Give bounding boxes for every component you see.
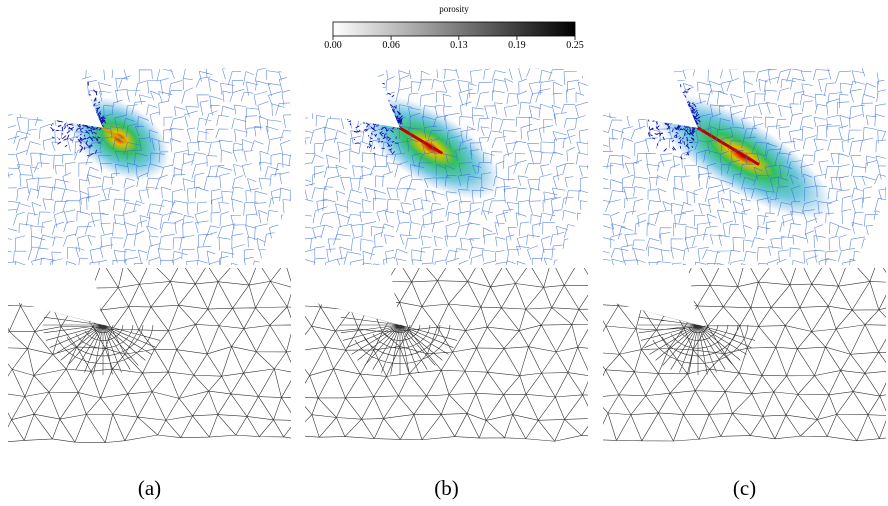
porosity-mesh — [603, 68, 886, 265]
fe-mesh — [603, 268, 886, 442]
porosity-mesh — [305, 68, 588, 265]
fe-mesh — [8, 268, 291, 443]
panels: (a) (b) (c) — [8, 68, 886, 500]
colorbar-ticks: 0.00 0.06 0.13 0.19 0.25 — [324, 36, 584, 51]
mesh-lines — [603, 268, 886, 442]
colorbar-tick-label: 0.13 — [450, 40, 468, 51]
crack — [398, 126, 443, 155]
colorbar-tick-label: 0.25 — [566, 40, 584, 51]
colorbar-title: porosity — [439, 4, 469, 14]
panel-caption: (a) — [138, 476, 161, 500]
colorbar — [332, 21, 576, 37]
mesh-lines — [8, 268, 291, 443]
panel: (a) — [8, 68, 291, 500]
mesh-lines — [305, 268, 588, 442]
particle-network — [8, 68, 291, 265]
fe-mesh — [305, 268, 588, 442]
panel-caption: (b) — [434, 476, 459, 500]
colorbar-tick-label: 0.19 — [508, 40, 526, 51]
colorbar-tick-label: 0.00 — [324, 40, 342, 51]
porosity-mesh — [8, 68, 291, 265]
colorbar-tick-label: 0.06 — [382, 40, 400, 51]
panel: (b) — [305, 68, 588, 500]
panel: (c) — [603, 68, 886, 500]
panel-caption: (c) — [733, 476, 756, 500]
crack — [696, 126, 760, 166]
particle-network — [305, 68, 588, 265]
crack — [101, 126, 127, 143]
